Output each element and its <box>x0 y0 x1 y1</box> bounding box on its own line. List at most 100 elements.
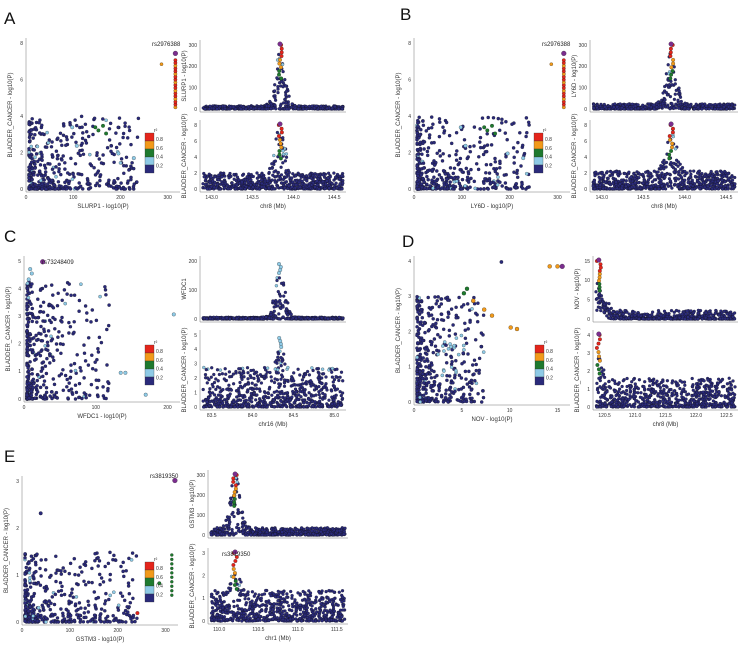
snp-point <box>57 184 62 188</box>
regional-snp-point <box>313 175 317 179</box>
regional-snp-point <box>340 187 344 191</box>
snp-point <box>31 136 35 140</box>
scatter-ytick-label: 8 <box>20 41 23 47</box>
snp-point <box>415 141 419 146</box>
snp-point <box>478 187 483 191</box>
regional-snp-point <box>636 103 640 107</box>
snp-point <box>29 132 34 136</box>
regional-snp-point <box>592 178 596 183</box>
snp-point <box>88 152 92 157</box>
regional-snp-point <box>290 185 294 189</box>
regional-snp-point <box>269 102 273 106</box>
snp-point <box>28 168 32 172</box>
snp-point <box>90 366 95 371</box>
regional-snp-point <box>321 179 325 184</box>
scatter-xtick-label: 100 <box>69 195 78 201</box>
snp-point <box>59 172 63 177</box>
regional-bottom-y-axis-label: BLADDER_CANCER - log10(P) <box>572 113 578 198</box>
snp-point <box>98 173 103 177</box>
regional-snp-point <box>274 396 278 400</box>
scatter-y-axis-label: BLADDER_CANCER - log10(P) <box>396 72 402 157</box>
regional-snp-point <box>251 185 255 189</box>
regional-snp-point <box>309 394 314 398</box>
regional-snp-point <box>663 98 667 102</box>
snp-point <box>42 174 46 178</box>
snp-point <box>55 153 60 158</box>
snp-point <box>478 140 482 144</box>
snp-point <box>437 173 442 177</box>
snp-point <box>46 343 50 348</box>
highlight-snp-point <box>561 50 567 56</box>
regional-top-ytick-label: 100 <box>189 288 198 294</box>
snp-point <box>50 186 55 190</box>
snp-point <box>101 153 105 157</box>
regional-snp-point <box>230 181 234 185</box>
snp-point <box>422 147 426 151</box>
snp-point <box>119 181 123 185</box>
regional-snp-point <box>249 183 253 187</box>
regional-snp-point <box>317 392 321 397</box>
snp-point <box>35 373 40 377</box>
regional-snp-point <box>317 187 321 191</box>
snp-point <box>445 186 450 191</box>
regional-snp-point <box>334 375 338 379</box>
regional-snp-point <box>235 395 239 399</box>
scatter-ytick-label: 0 <box>20 187 23 193</box>
regional-snp-point <box>701 104 705 108</box>
regional-snp-point <box>238 380 242 385</box>
snp-point <box>28 301 32 305</box>
regional-snp-point <box>302 405 306 409</box>
regional-snp-point <box>217 173 221 177</box>
regional-snp-point <box>209 175 213 179</box>
regional-snp-point <box>274 137 278 141</box>
regional-snp-point <box>276 174 281 178</box>
snp-point <box>30 372 34 376</box>
snp-point <box>493 160 498 164</box>
highlight-snp-point <box>131 156 136 161</box>
regional-snp-point <box>270 166 274 170</box>
snp-point <box>60 334 65 338</box>
regional-snp-point <box>672 106 676 110</box>
snp-point <box>500 117 504 122</box>
regional-snp-point <box>273 159 278 163</box>
snp-point <box>79 282 83 286</box>
regional-snp-point <box>674 176 678 180</box>
regional-snp-point <box>725 102 730 106</box>
regional-snp-point <box>629 107 634 111</box>
snp-point <box>65 292 69 296</box>
snp-point <box>101 385 105 389</box>
snp-point <box>82 391 87 395</box>
regional-snp-point <box>677 106 681 110</box>
snp-point <box>25 393 29 397</box>
snp-point <box>524 171 529 176</box>
snp-point <box>74 140 78 145</box>
regional-snp-point <box>284 172 289 176</box>
regional-snp-point <box>284 175 289 179</box>
snp-point <box>79 369 83 373</box>
snp-point <box>95 385 99 390</box>
regional-snp-point <box>260 399 265 404</box>
snp-point <box>48 353 52 358</box>
legend-label: 0.6 <box>545 146 552 152</box>
regional-snp-point <box>619 178 624 182</box>
regional-snp-point <box>203 186 207 190</box>
snp-point <box>93 360 97 364</box>
snp-point <box>39 324 43 329</box>
snp-point <box>25 363 29 368</box>
highlight-snp-point <box>279 50 284 55</box>
snp-point <box>25 375 29 379</box>
regional-snp-point <box>260 185 264 189</box>
regional-snp-point <box>330 370 334 374</box>
regional-snp-point <box>686 107 690 111</box>
snp-point <box>81 131 85 135</box>
snp-point <box>457 161 462 165</box>
snp-point <box>85 318 89 323</box>
snp-point <box>423 186 427 190</box>
legend-swatch <box>144 140 155 150</box>
regional-snp-point <box>337 315 341 320</box>
regional-snp-point <box>716 104 721 108</box>
snp-point <box>30 319 35 324</box>
regional-snp-point <box>327 186 331 190</box>
regional-snp-point <box>682 186 687 190</box>
